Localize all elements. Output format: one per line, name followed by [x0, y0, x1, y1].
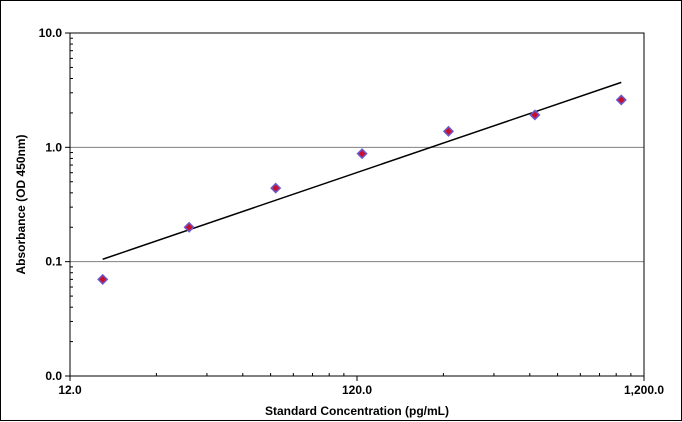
x-tick-label-0: 12.0 [58, 383, 82, 397]
data-point-3 [356, 148, 368, 160]
plot-area [70, 33, 644, 376]
data-point-2 [270, 182, 282, 194]
data-point-5 [529, 109, 541, 121]
data-point-6 [615, 94, 627, 106]
y-tick-label-0: 10.0 [39, 26, 63, 40]
data-point-1 [183, 221, 195, 233]
x-tick-label-2: 1,200.0 [624, 383, 664, 397]
y-tick-label-1: 1.0 [45, 140, 62, 154]
x-tick-label-1: 120.0 [342, 383, 372, 397]
y-tick-label-2: 0.1 [45, 255, 62, 269]
y-axis-title: Absorbance (OD 450nm) [14, 134, 28, 274]
data-point-4 [442, 125, 455, 137]
y-tick-label-3: 0.0 [45, 369, 62, 383]
x-axis-title: Standard Concentration (pg/mL) [265, 404, 449, 418]
data-point-0 [97, 273, 109, 285]
